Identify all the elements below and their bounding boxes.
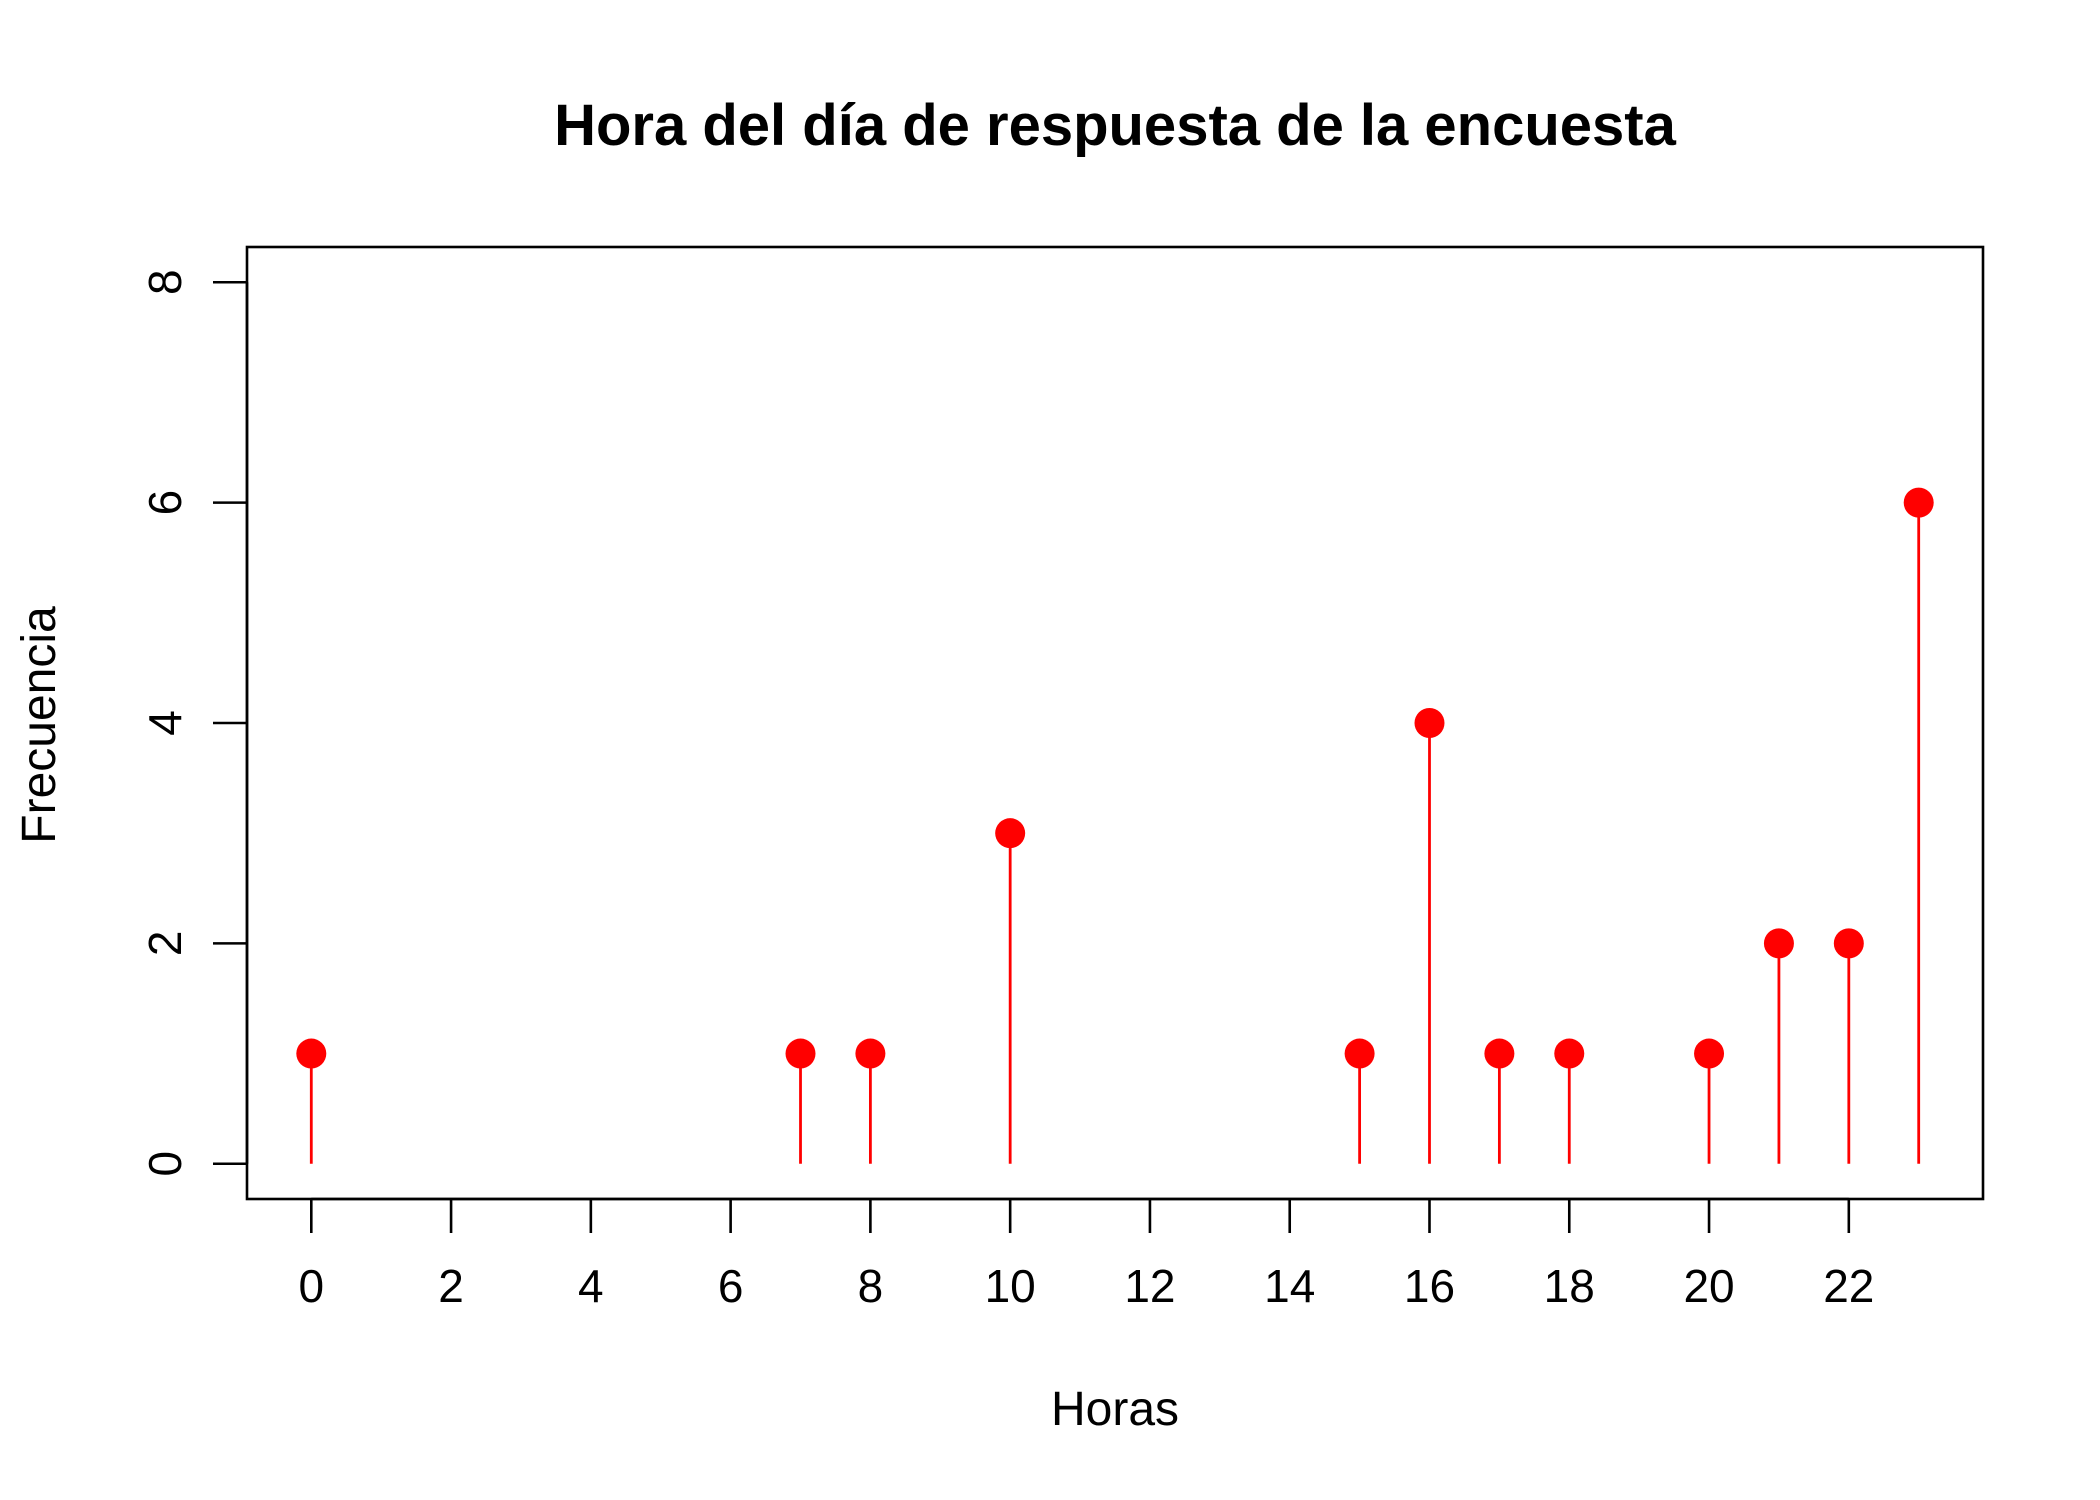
x-tick-label: 22 [1823,1260,1874,1312]
data-point [1484,1038,1515,1069]
y-tick-label: 8 [139,269,191,295]
y-tick-label: 4 [139,710,191,736]
x-tick-label: 14 [1264,1260,1315,1312]
x-axis-label: Horas [1051,1383,1179,1436]
data-point [1763,928,1794,959]
data-point [296,1038,327,1069]
y-tick-label: 2 [139,931,191,957]
x-tick-label: 10 [985,1260,1036,1312]
data-point [1344,1038,1375,1069]
data-points [296,487,1934,1069]
x-tick-label: 16 [1404,1260,1455,1312]
data-point [1554,1038,1585,1069]
x-tick-label: 4 [578,1260,604,1312]
x-tick-label: 0 [298,1260,324,1312]
data-point [1903,487,1934,518]
y-tick-label: 0 [139,1151,191,1177]
x-tick-label: 6 [718,1260,744,1312]
x-axis: 0 2 4 6 8 10 12 14 16 18 20 22 [298,1197,1874,1312]
x-tick-label: 20 [1683,1260,1734,1312]
x-tick-label: 12 [1124,1260,1175,1312]
data-point [1694,1038,1725,1069]
y-axis: 0 2 4 6 8 [139,269,249,1177]
data-point [785,1038,816,1069]
data-point [1833,928,1864,959]
data-point [855,1038,886,1069]
data-point [1414,708,1445,738]
x-tick-label: 8 [858,1260,884,1312]
data-stems [309,502,1921,1164]
data-point [995,818,1026,849]
chart-title: Hora del día de respuesta de la encuesta [554,93,1677,158]
y-axis-label: Frecuencia [13,606,66,844]
y-tick-label: 6 [139,490,191,516]
x-tick-label: 2 [438,1260,464,1312]
x-tick-label: 18 [1544,1260,1595,1312]
